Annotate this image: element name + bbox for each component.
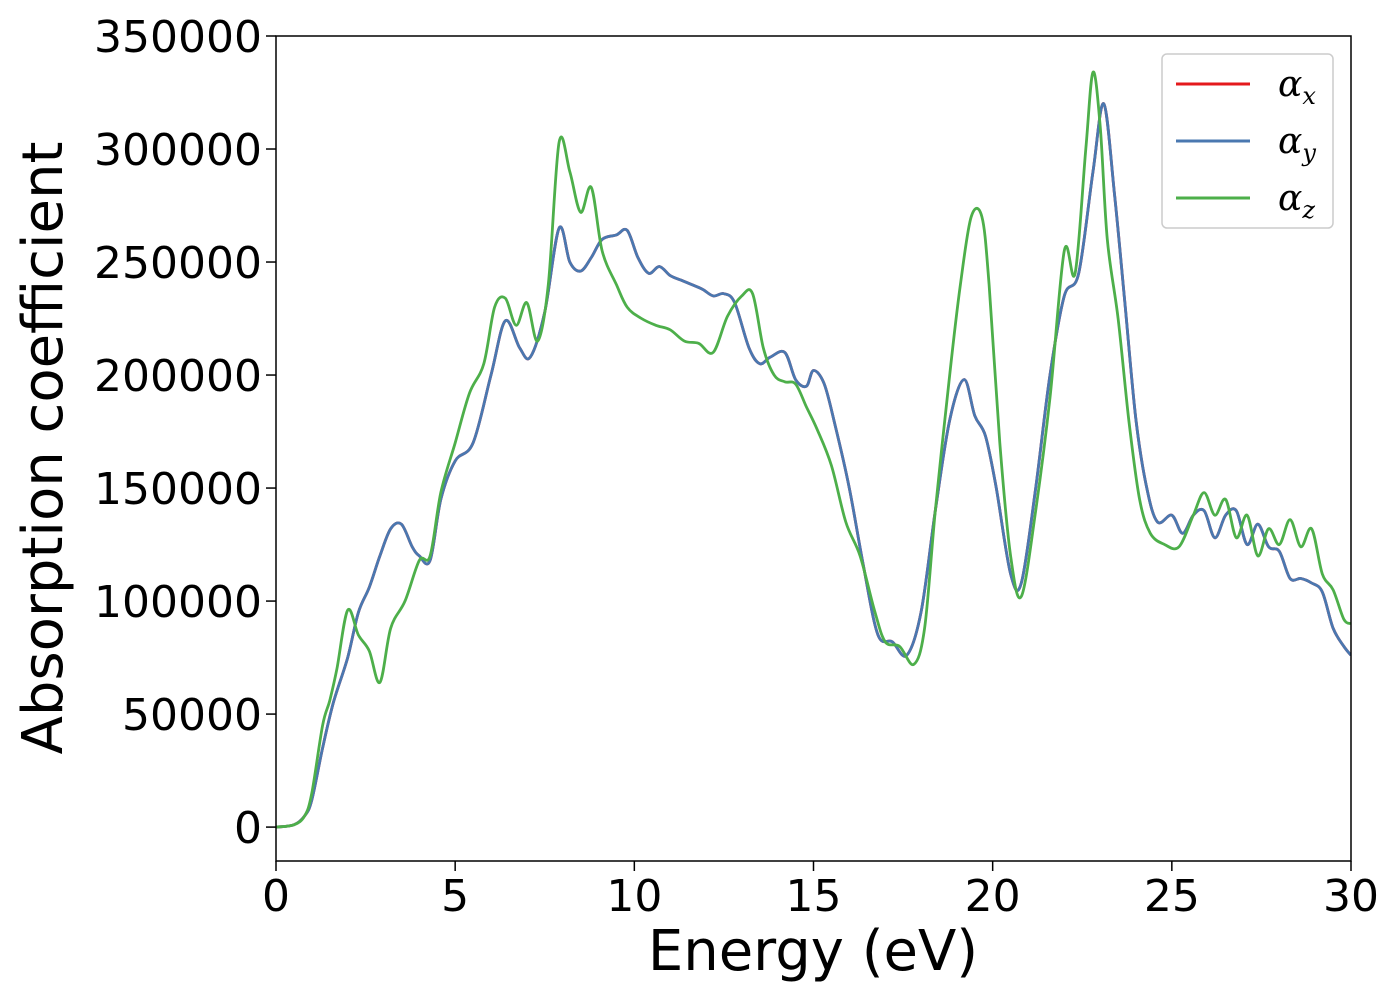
- x-axis: 0 5 10 15 20 25 30: [262, 861, 1379, 922]
- x-tick-label: 30: [1323, 871, 1379, 922]
- series-layer: [276, 70, 1351, 829]
- y-tick-label: 50000: [122, 690, 262, 741]
- y-tick-label: 100000: [94, 577, 262, 628]
- legend-label-z: αz: [1278, 178, 1315, 224]
- x-tick-label: 25: [1144, 871, 1200, 922]
- x-tick-label: 20: [965, 871, 1021, 922]
- series-alpha-z-line: [276, 70, 1351, 829]
- x-tick-label: 0: [262, 871, 290, 922]
- x-tick-label: 5: [441, 871, 469, 922]
- series-alpha-y-line: [276, 102, 1351, 829]
- legend: αx αy αz: [1161, 53, 1334, 229]
- x-axis-label: Energy (eV): [648, 919, 978, 984]
- legend-label-y: αy: [1278, 121, 1316, 167]
- y-tick-label: 150000: [94, 464, 262, 515]
- y-tick-label: 350000: [94, 12, 262, 63]
- x-tick-label: 10: [606, 871, 662, 922]
- y-tick-label: 250000: [94, 238, 262, 289]
- y-axis: 0 50000 100000 150000 200000 250000 300000 3500…: [94, 12, 276, 854]
- y-axis-label: Absorption coefficient: [11, 142, 76, 755]
- x-tick-label: 15: [786, 871, 842, 922]
- legend-label-x: αx: [1278, 64, 1316, 110]
- y-tick-label: 0: [234, 803, 262, 854]
- y-tick-label: 200000: [94, 351, 262, 402]
- y-tick-label: 300000: [94, 125, 262, 176]
